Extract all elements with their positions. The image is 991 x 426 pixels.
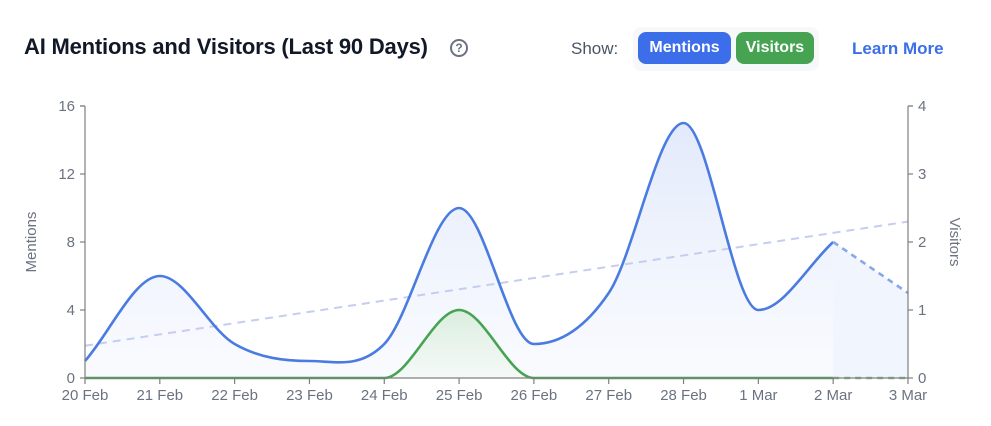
mentions-line bbox=[84, 121, 835, 364]
right-y-axis: 0 1 2 3 4 Visitors bbox=[907, 98, 963, 387]
x-tick-label: 28 Feb bbox=[660, 387, 707, 404]
series-toggle-group: Mentions Visitors bbox=[633, 27, 819, 71]
plot-area bbox=[84, 121, 909, 380]
y2-tick-label: 2 bbox=[918, 234, 926, 251]
y2-tick-label: 1 bbox=[918, 302, 926, 319]
x-tick-label: 22 Feb bbox=[211, 387, 258, 404]
y-tick-label: 8 bbox=[67, 234, 75, 251]
x-tick-label: 21 Feb bbox=[136, 387, 183, 404]
chart-header: AI Mentions and Visitors (Last 90 Days) … bbox=[0, 0, 991, 100]
y2-tick-label: 4 bbox=[918, 98, 926, 115]
y-tick-label: 16 bbox=[58, 98, 75, 115]
x-tick-label: 27 Feb bbox=[585, 387, 632, 404]
x-tick-label: 3 Mar bbox=[889, 387, 927, 404]
question-circle-icon[interactable]: ? bbox=[450, 39, 468, 57]
trend-line bbox=[84, 220, 909, 347]
y2-tick-label: 3 bbox=[918, 166, 926, 183]
y-tick-label: 4 bbox=[67, 302, 75, 319]
mentions-toggle-button[interactable]: Mentions bbox=[638, 32, 731, 64]
x-tick-label: 23 Feb bbox=[286, 387, 333, 404]
x-tick-label: 20 Feb bbox=[62, 387, 109, 404]
x-axis: 20 Feb 21 Feb 22 Feb 23 Feb 24 Feb 25 Feb 26 F… bbox=[62, 377, 927, 404]
y2-tick-label: 0 bbox=[918, 370, 926, 387]
x-tick-label: 26 Feb bbox=[511, 387, 558, 404]
mentions-projection-line bbox=[832, 240, 909, 295]
x-tick-label: 2 Mar bbox=[814, 387, 852, 404]
right-axis-title: Visitors bbox=[946, 218, 963, 267]
visitors-toggle-button[interactable]: Visitors bbox=[736, 32, 814, 64]
show-label: Show: bbox=[571, 39, 619, 58]
x-tick-label: 24 Feb bbox=[361, 387, 408, 404]
y-tick-label: 0 bbox=[67, 370, 75, 387]
learn-more-link[interactable]: Learn More bbox=[852, 39, 944, 58]
x-tick-label: 1 Mar bbox=[739, 387, 777, 404]
left-axis-title: Mentions bbox=[23, 212, 40, 273]
page-title: AI Mentions and Visitors (Last 90 Days) bbox=[24, 34, 428, 59]
x-tick-label: 25 Feb bbox=[436, 387, 483, 404]
left-y-axis: 0 4 8 12 16 Mentions bbox=[23, 98, 86, 387]
y-tick-label: 12 bbox=[58, 166, 75, 183]
